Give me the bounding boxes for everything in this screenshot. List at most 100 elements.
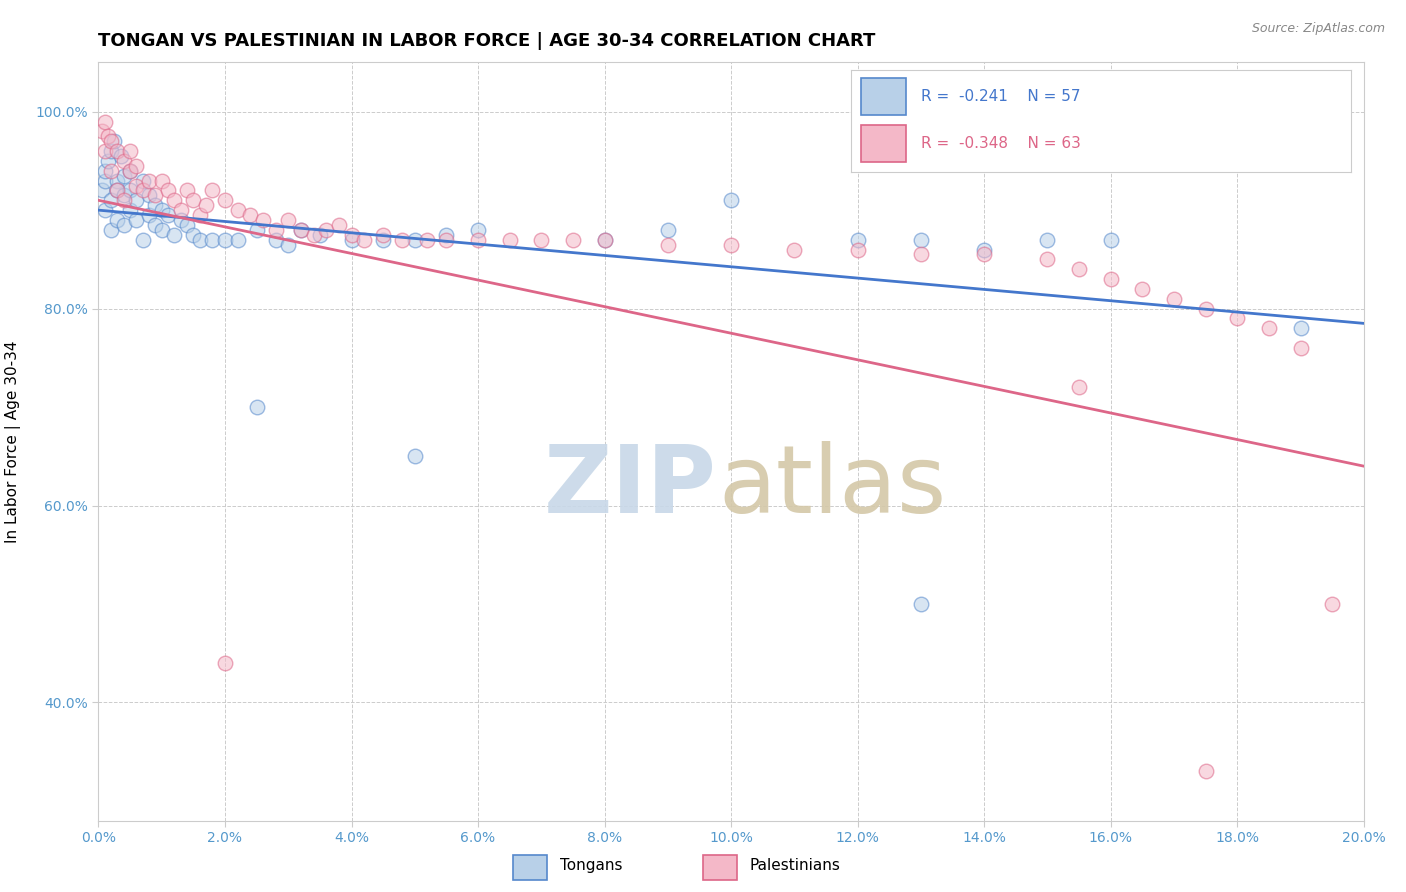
Point (1289, 341, 1312, 355)
Point (93, 144, 117, 158)
Point (112, 218, 135, 232)
Point (163, 227, 186, 242)
Point (107, 184, 129, 198)
Point (252, 213, 274, 227)
Point (214, 194, 236, 208)
Point (973, 247, 995, 261)
Point (194, 198, 218, 212)
Point (302, 227, 325, 242)
Point (188, 208, 211, 222)
Point (125, 194, 148, 208)
Point (720, 237, 742, 252)
Point (107, 213, 129, 227)
Point (340, 233, 363, 247)
Point (1257, 321, 1279, 335)
Point (436, 233, 458, 247)
Point (97, 129, 120, 144)
Point (93, 173, 117, 187)
Point (1226, 311, 1249, 326)
Point (150, 173, 173, 187)
Point (328, 218, 350, 232)
Point (846, 243, 869, 257)
Point (120, 163, 141, 178)
Text: ZIP: ZIP (544, 441, 716, 533)
Point (132, 184, 155, 198)
Point (120, 144, 141, 158)
Point (90, 124, 112, 138)
Point (100, 144, 122, 158)
Point (100, 134, 122, 148)
Point (530, 233, 553, 247)
Point (125, 213, 148, 227)
Point (315, 223, 337, 237)
Point (1322, 597, 1344, 611)
Point (1067, 380, 1090, 394)
Point (1289, 321, 1312, 335)
Point (1036, 252, 1059, 267)
Point (353, 233, 375, 247)
Point (290, 223, 312, 237)
Point (169, 213, 191, 227)
Point (1099, 272, 1122, 286)
Point (150, 203, 173, 218)
Point (100, 194, 122, 208)
Point (138, 188, 160, 202)
Point (593, 233, 616, 247)
Point (150, 223, 173, 237)
Point (93, 203, 117, 218)
Point (120, 163, 141, 178)
Point (910, 233, 932, 247)
Point (145, 198, 166, 212)
Point (239, 208, 262, 222)
Point (132, 233, 155, 247)
Point (226, 233, 249, 247)
Point (783, 243, 806, 257)
Point (176, 184, 198, 198)
Point (163, 194, 186, 208)
Point (110, 149, 132, 163)
Point (910, 247, 932, 261)
Point (145, 188, 166, 202)
Point (112, 169, 135, 183)
Point (157, 184, 180, 198)
Point (846, 233, 869, 247)
Point (436, 227, 458, 242)
Point (169, 203, 191, 218)
Point (371, 227, 394, 242)
Point (340, 227, 363, 242)
Point (145, 218, 166, 232)
Point (125, 178, 148, 193)
Point (467, 233, 489, 247)
Point (120, 203, 141, 218)
Text: Palestinians: Palestinians (749, 858, 841, 872)
Point (100, 223, 122, 237)
Point (138, 208, 160, 222)
Point (100, 163, 122, 178)
Point (246, 223, 269, 237)
Point (183, 194, 205, 208)
Point (657, 237, 679, 252)
Text: Source: ZipAtlas.com: Source: ZipAtlas.com (1251, 22, 1385, 36)
Point (404, 233, 426, 247)
Point (214, 233, 236, 247)
Point (371, 233, 394, 247)
Point (391, 233, 413, 247)
FancyBboxPatch shape (513, 855, 547, 880)
Point (176, 218, 198, 232)
Point (120, 184, 141, 198)
Point (309, 227, 332, 242)
Point (93, 163, 117, 178)
Point (467, 223, 489, 237)
Point (416, 233, 439, 247)
Point (264, 223, 287, 237)
Point (112, 194, 135, 208)
Point (1194, 301, 1216, 316)
Point (404, 450, 426, 464)
Point (277, 237, 299, 252)
Text: atlas: atlas (718, 441, 946, 533)
Text: Tongans: Tongans (560, 858, 621, 872)
Point (125, 159, 148, 173)
Point (214, 656, 236, 670)
Point (1036, 233, 1059, 247)
Point (183, 227, 205, 242)
